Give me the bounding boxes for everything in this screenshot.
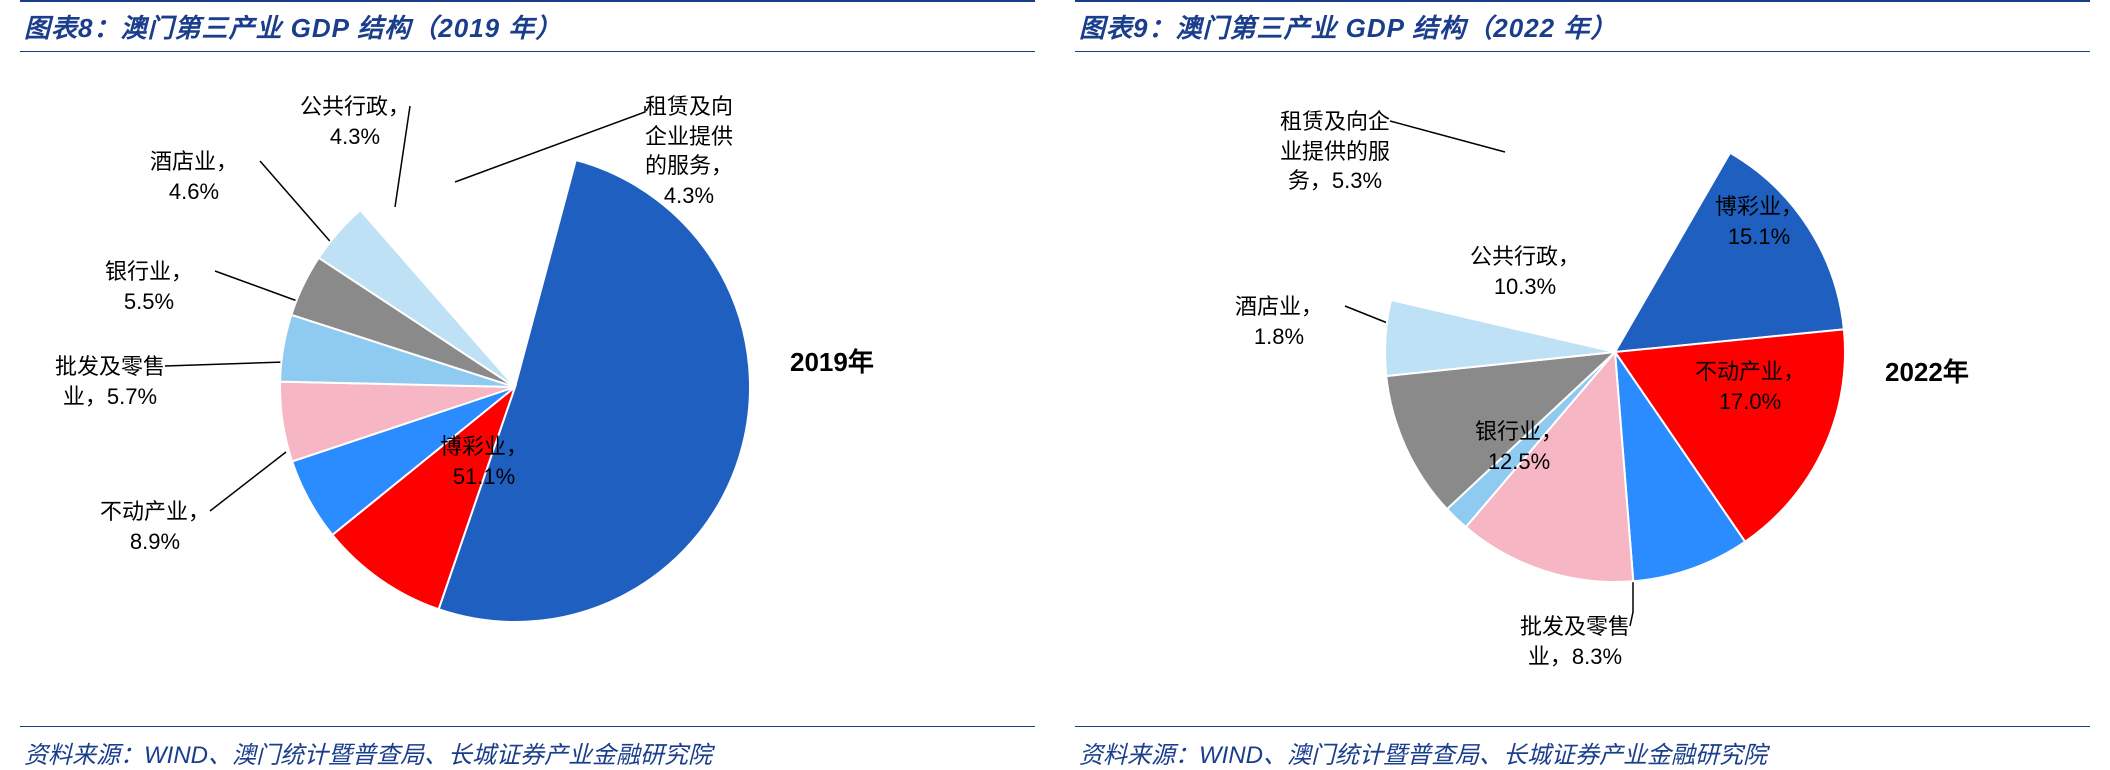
right-panel: 图表9：澳门第三产业 GDP 结构（2022 年） 2022年 博彩业， 15.… xyxy=(1055,0,2110,770)
leader-line xyxy=(215,271,300,302)
leader-line xyxy=(1345,306,1390,324)
source-right: 资料来源：WIND、澳门统计暨普查局、长城证券产业金融研究院 xyxy=(1075,726,2090,770)
slice-label-不动产业: 不动产业， 8.9% xyxy=(100,497,210,556)
left-panel: 图表8：澳门第三产业 GDP 结构（2019 年） 2019年 博彩业， 51.… xyxy=(0,0,1055,770)
leader-line xyxy=(260,161,335,247)
pie-slice-博彩业 xyxy=(1615,153,1844,352)
slice-label-酒店业: 酒店业， 1.8% xyxy=(1235,292,1323,351)
source-left: 资料来源：WIND、澳门统计暨普查局、长城证券产业金融研究院 xyxy=(20,726,1035,770)
leader-line xyxy=(1630,580,1633,626)
slice-label-银行业: 银行业， 5.5% xyxy=(105,257,193,316)
slice-label-公共行政: 公共行政， 10.3% xyxy=(1470,242,1580,301)
slice-label-博彩业: 博彩业， 51.1% xyxy=(440,432,528,491)
chart-title-left: 图表8：澳门第三产业 GDP 结构（2019 年） xyxy=(20,0,1035,52)
leader-line xyxy=(1390,121,1505,152)
slice-label-批发及零售业: 批发及零售 业，8.3% xyxy=(1520,612,1630,671)
leader-line xyxy=(455,106,645,182)
slice-label-公共行政: 公共行政， 4.3% xyxy=(300,92,410,151)
slice-label-酒店业: 酒店业， 4.6% xyxy=(150,147,238,206)
chart-title-right: 图表9：澳门第三产业 GDP 结构（2022 年） xyxy=(1075,0,2090,52)
chart-area-left: 2019年 博彩业， 51.1%不动产业， 8.9%批发及零售 业，5.7%银行… xyxy=(20,52,1035,726)
slice-label-租赁及向企业提供的服务: 租赁及向 企业提供 的服务， 4.3% xyxy=(645,92,733,211)
chart-area-right: 2022年 博彩业， 15.1%不动产业， 17.0%批发及零售 业，8.3%银… xyxy=(1075,52,2090,726)
slice-label-租赁及向企业提供的服务: 租赁及向企 业提供的服 务，5.3% xyxy=(1280,107,1390,196)
leader-line xyxy=(210,452,286,511)
slice-label-博彩业: 博彩业， 15.1% xyxy=(1715,192,1803,251)
slice-label-批发及零售业: 批发及零售 业，5.7% xyxy=(55,352,165,411)
slice-label-不动产业: 不动产业， 17.0% xyxy=(1695,357,1805,416)
slice-label-银行业: 银行业， 12.5% xyxy=(1475,417,1563,476)
leader-line xyxy=(165,362,285,366)
